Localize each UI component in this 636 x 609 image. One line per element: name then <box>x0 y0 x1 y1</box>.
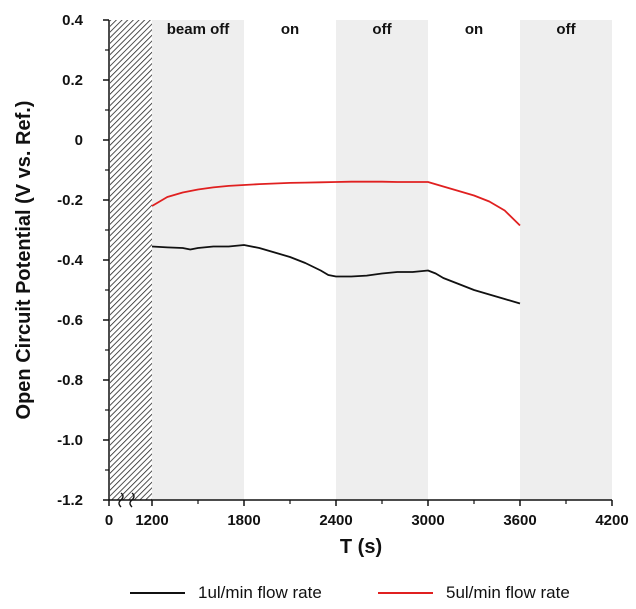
x-tick-label: 0 <box>105 512 113 529</box>
series-lines <box>151 180 521 305</box>
x-tick-label: 4200 <box>595 512 628 529</box>
x-tick-label: 1800 <box>227 512 260 529</box>
x-tick-label: 2400 <box>319 512 352 529</box>
phase-band-shaded <box>336 20 428 500</box>
phase-band-shaded <box>152 20 244 500</box>
x-tick-label: 3600 <box>503 512 536 529</box>
phase-label: off <box>372 21 392 38</box>
x-tick-label: 1200 <box>135 512 168 529</box>
legend-label: 1ul/min flow rate <box>198 583 322 602</box>
phase-label: on <box>281 21 299 38</box>
series-line-1 <box>151 244 521 305</box>
phase-band-shaded <box>520 20 612 500</box>
y-tick-label: -1.2 <box>57 492 83 509</box>
y-tick-label: -1.0 <box>57 432 83 449</box>
y-tick-label: 0.4 <box>62 12 84 29</box>
y-tick-label: -0.2 <box>57 192 83 209</box>
x-axis-title: T (s) <box>340 536 382 558</box>
axis-break-hatched-region <box>110 20 152 500</box>
y-tick-label: 0.2 <box>62 72 83 89</box>
legend: 1ul/min flow rate 5ul/min flow rate <box>130 583 570 602</box>
y-tick-label: -0.8 <box>57 372 83 389</box>
y-axis-title: Open Circuit Potential (V vs. Ref.) <box>13 101 35 420</box>
series-line-2 <box>151 180 521 227</box>
axis-break-marks <box>118 492 135 508</box>
axis-break-mark <box>118 492 124 508</box>
phase-label: off <box>556 21 576 38</box>
y-tick-label: -0.4 <box>57 252 84 269</box>
x-tick-label: 3000 <box>411 512 444 529</box>
phase-label: beam off <box>167 21 231 38</box>
phase-bands: beam off on off on off <box>152 20 612 500</box>
y-tick-label: -0.6 <box>57 312 83 329</box>
legend-label: 5ul/min flow rate <box>446 583 570 602</box>
axis-break-mark <box>129 492 135 508</box>
ticks: 0 1200 1800 2400 3000 3600 4200 -1.2 -1.0 -0.8 -0.… <box>57 12 629 529</box>
phase-label: on <box>465 21 483 38</box>
y-tick-label: 0 <box>75 132 83 149</box>
